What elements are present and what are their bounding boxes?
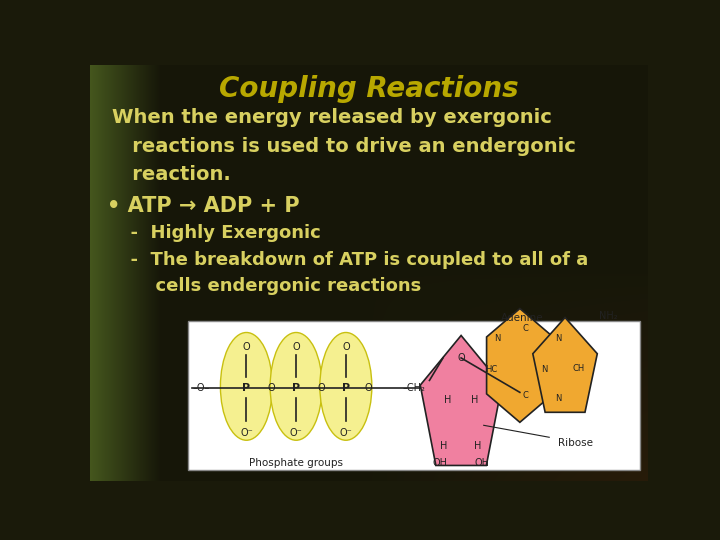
Text: P: P <box>243 383 251 393</box>
Text: –CH₂: –CH₂ <box>402 383 426 393</box>
Polygon shape <box>487 308 553 422</box>
Text: NH₂: NH₂ <box>598 311 617 321</box>
Text: When the energy released by exergonic: When the energy released by exergonic <box>112 109 552 127</box>
Text: CH: CH <box>572 364 585 373</box>
Text: O⁻: O⁻ <box>240 428 253 438</box>
Text: -  The breakdown of ATP is coupled to all of a: - The breakdown of ATP is coupled to all… <box>118 251 588 269</box>
Text: Ribose: Ribose <box>558 438 593 448</box>
Text: N: N <box>494 334 500 343</box>
Ellipse shape <box>270 333 322 440</box>
Text: Phosphate groups: Phosphate groups <box>249 458 343 468</box>
Text: OH: OH <box>475 458 490 468</box>
Ellipse shape <box>320 333 372 440</box>
Text: O⁻: O⁻ <box>339 428 352 438</box>
Polygon shape <box>420 335 502 465</box>
Text: –O–: –O– <box>192 383 210 393</box>
Text: O: O <box>267 383 275 393</box>
Text: O: O <box>292 342 300 353</box>
Text: -  Highly Exergonic: - Highly Exergonic <box>118 225 320 242</box>
FancyBboxPatch shape <box>188 321 639 470</box>
Text: N: N <box>541 366 548 374</box>
Text: P: P <box>292 383 300 393</box>
Text: OH: OH <box>432 458 447 468</box>
Text: O: O <box>243 342 251 353</box>
Text: H: H <box>471 395 478 405</box>
Text: N: N <box>555 334 562 343</box>
Text: reactions is used to drive an endergonic: reactions is used to drive an endergonic <box>112 137 576 156</box>
Text: H: H <box>440 441 448 451</box>
Text: HC: HC <box>485 366 498 374</box>
Text: Coupling Reactions: Coupling Reactions <box>219 75 519 103</box>
Text: H: H <box>474 441 482 451</box>
Text: Adenine: Adenine <box>501 313 544 322</box>
Text: O: O <box>318 383 325 393</box>
Polygon shape <box>533 318 598 413</box>
Text: cells endergonic reactions: cells endergonic reactions <box>118 276 421 295</box>
Text: O: O <box>342 342 350 353</box>
Text: O: O <box>364 383 372 393</box>
Text: O: O <box>457 353 465 363</box>
Text: C: C <box>523 391 528 400</box>
Text: reaction.: reaction. <box>112 165 231 184</box>
Text: O⁻: O⁻ <box>289 428 302 438</box>
Text: • ATP → ADP + P: • ATP → ADP + P <box>107 196 300 216</box>
Text: N: N <box>555 394 562 403</box>
Ellipse shape <box>220 333 272 440</box>
Text: P: P <box>342 383 350 393</box>
Text: C: C <box>523 323 528 333</box>
Text: H: H <box>444 395 451 405</box>
